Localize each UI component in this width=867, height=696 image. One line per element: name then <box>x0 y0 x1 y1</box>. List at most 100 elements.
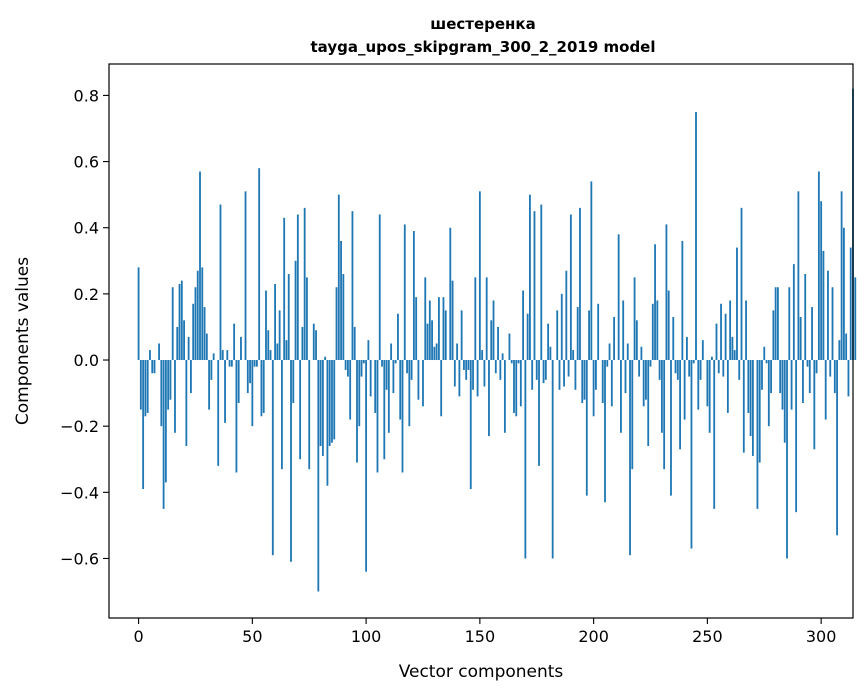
bar-182 <box>551 360 554 559</box>
bar-91 <box>344 360 347 370</box>
bar-244 <box>692 360 695 364</box>
bar-84 <box>328 360 331 447</box>
bar-240 <box>683 360 686 420</box>
bar-176 <box>538 360 540 466</box>
bar-24 <box>192 303 195 361</box>
bar-195 <box>581 360 584 404</box>
y-tick-label-2: −0.2 <box>60 417 99 436</box>
bar-104 <box>374 360 377 413</box>
x-tick-label-300: 300 <box>806 627 837 646</box>
bar-298 <box>815 360 818 374</box>
y-tick-label-0: −0.6 <box>60 549 99 568</box>
bar-79 <box>317 360 320 592</box>
chart-title-line2: tayga_upos_skipgram_300_2_2019 model <box>311 38 656 56</box>
bar-140 <box>456 343 459 361</box>
bar-123 <box>417 360 420 400</box>
bar-239 <box>681 240 684 361</box>
bar-161 <box>503 360 506 433</box>
bar-175 <box>535 360 538 380</box>
bar-13 <box>167 360 170 410</box>
bar-262 <box>733 350 736 361</box>
bar-246 <box>697 360 700 410</box>
bar-178 <box>542 360 545 384</box>
bar-172 <box>529 194 531 361</box>
bar-250 <box>706 360 709 407</box>
bar-228 <box>656 300 659 361</box>
bar-138 <box>451 280 454 361</box>
bar-133 <box>440 360 443 417</box>
bar-49 <box>249 360 251 384</box>
x-tick-label-0: 0 <box>133 627 143 646</box>
bar-58 <box>269 350 272 361</box>
bar-26 <box>196 270 199 361</box>
bar-4 <box>146 360 149 413</box>
bar-218 <box>633 277 636 361</box>
bar-286 <box>788 287 791 361</box>
bar-117 <box>403 224 406 361</box>
bar-191 <box>572 350 575 361</box>
bar-223 <box>645 360 647 400</box>
bar-132 <box>438 297 440 361</box>
bar-184 <box>556 310 559 361</box>
bar-297 <box>813 360 816 450</box>
bar-197 <box>585 360 588 496</box>
bar-189 <box>567 360 570 377</box>
bar-264 <box>738 360 741 380</box>
bar-169 <box>522 290 524 361</box>
bar-153 <box>485 277 488 361</box>
bar-234 <box>670 360 672 496</box>
bar-180 <box>547 323 550 361</box>
plot-frame <box>108 63 854 619</box>
bar-25 <box>194 287 197 361</box>
bar-51 <box>253 360 256 367</box>
bar-158 <box>497 326 499 361</box>
bar-241 <box>686 336 688 361</box>
bar-247 <box>699 360 702 380</box>
bar-276 <box>765 360 768 364</box>
bar-251 <box>708 360 711 433</box>
bar-115 <box>399 360 402 420</box>
bar-7 <box>153 360 156 374</box>
bar-150 <box>478 191 481 361</box>
bar-273 <box>758 360 761 463</box>
bar-131 <box>435 343 438 361</box>
x-tick-label-50: 50 <box>242 627 262 646</box>
bar-231 <box>663 360 666 470</box>
bar-14 <box>169 360 172 400</box>
bar-170 <box>524 360 527 559</box>
bar-81 <box>321 360 324 456</box>
bar-43 <box>235 360 238 473</box>
bar-102 <box>369 360 372 397</box>
bar-96 <box>356 360 358 463</box>
bar-151 <box>481 350 484 361</box>
bar-166 <box>515 360 518 417</box>
bar-48 <box>246 360 249 394</box>
bar-232 <box>665 224 668 361</box>
bar-16 <box>174 360 176 433</box>
bar-42 <box>233 323 236 361</box>
bar-256 <box>720 303 722 361</box>
bar-283 <box>781 360 784 410</box>
bar-306 <box>833 360 836 394</box>
bar-261 <box>731 336 734 361</box>
bar-237 <box>676 360 679 380</box>
x-tick-label-100: 100 <box>351 627 382 646</box>
bar-165 <box>513 360 515 413</box>
bar-85 <box>331 360 333 443</box>
bar-142 <box>460 310 463 361</box>
y-tick-label-5: 0.4 <box>74 219 99 238</box>
y-tick-label-3: 0.0 <box>74 351 99 370</box>
y-axis: −0.6 −0.4 −0.2 0.0 0.2 0.4 0.6 0.8 <box>60 86 109 568</box>
x-tick-label-200: 200 <box>578 627 609 646</box>
bar-310 <box>842 227 845 361</box>
bar-211 <box>617 234 620 361</box>
bar-145 <box>467 360 470 370</box>
bar-80 <box>319 360 322 447</box>
bar-248 <box>701 340 704 361</box>
bar-287 <box>790 360 793 410</box>
bar-134 <box>442 297 445 361</box>
bar-193 <box>576 307 579 361</box>
bar-44 <box>237 360 240 404</box>
y-tick-label-6: 0.6 <box>74 153 99 172</box>
bar-127 <box>426 323 429 361</box>
